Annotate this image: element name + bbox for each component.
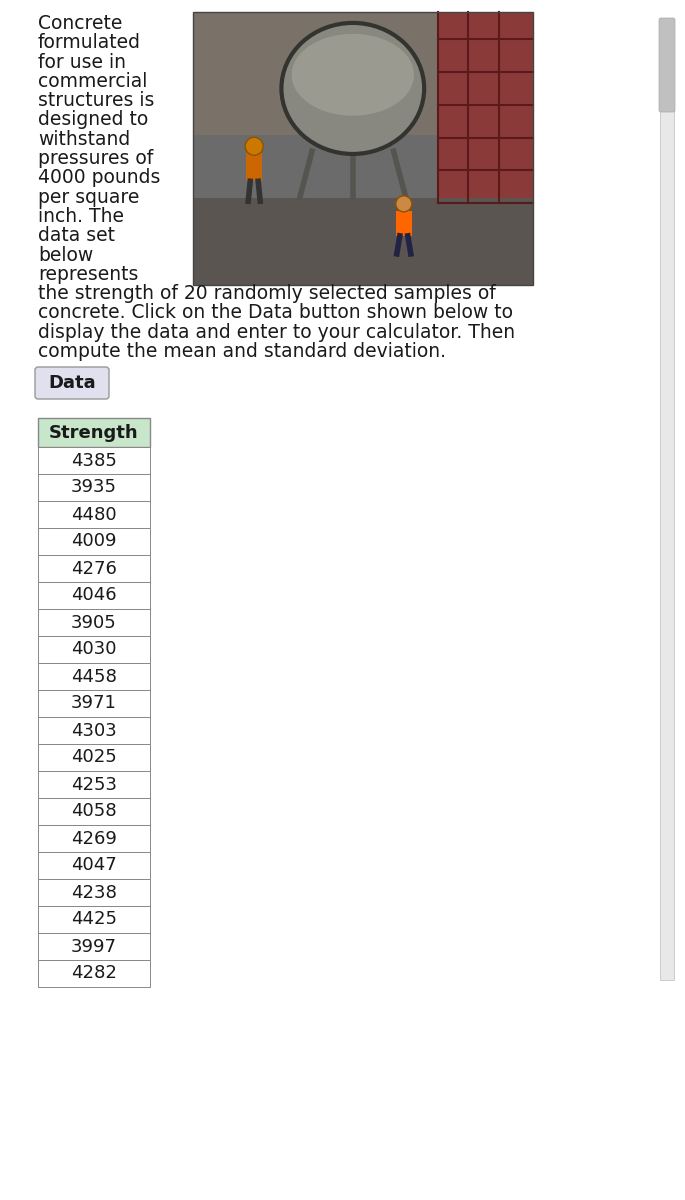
Text: 4046: 4046 [71,587,117,605]
Text: formulated: formulated [38,34,141,53]
Bar [38,446,150,474]
Text: 4385: 4385 [71,451,117,469]
Text: 4025: 4025 [71,749,117,767]
Text: 4030: 4030 [71,641,116,659]
Text: 3971: 3971 [71,695,117,713]
Text: compute the mean and standard deviation.: compute the mean and standard deviation. [38,342,446,361]
Text: for use in: for use in [38,53,126,72]
Bar [396,211,412,236]
Text: 4047: 4047 [71,857,117,875]
Bar [38,690,150,716]
Text: commercial: commercial [38,72,147,91]
Bar [438,12,533,203]
Bar [38,906,150,934]
Bar [38,770,150,798]
Bar [38,608,150,636]
Text: the strength of 20 randomly selected samples of: the strength of 20 randomly selected sam… [38,284,496,304]
Text: designed to: designed to [38,110,148,130]
Text: 4269: 4269 [71,829,117,847]
Text: 4276: 4276 [71,559,117,577]
Text: 4009: 4009 [71,533,116,551]
Text: inch. The: inch. The [38,206,124,226]
Text: 4303: 4303 [71,721,117,739]
Bar [38,744,150,770]
FancyBboxPatch shape [35,367,109,398]
Text: 4425: 4425 [71,911,117,929]
Text: 3905: 3905 [71,613,117,631]
Ellipse shape [292,34,414,115]
Text: display the data and enter to your calculator. Then: display the data and enter to your calcu… [38,323,515,342]
Text: pressures of: pressures of [38,149,153,168]
Text: 3997: 3997 [71,937,117,955]
Text: 4000 pounds: 4000 pounds [38,168,160,187]
Text: Data: Data [48,374,96,392]
Bar [38,662,150,690]
Bar [38,934,150,960]
Text: Concrete: Concrete [38,14,123,32]
Text: 4253: 4253 [71,775,117,793]
Bar [38,852,150,878]
Bar [38,878,150,906]
Bar [38,798,150,826]
Text: per square: per square [38,187,139,206]
Text: concrete. Click on the Data button shown below to: concrete. Click on the Data button shown… [38,304,513,323]
Bar [246,154,262,181]
Bar [38,636,150,662]
Text: 4458: 4458 [71,667,117,685]
Bar [38,474,150,502]
Circle shape [245,137,263,155]
Text: 4282: 4282 [71,965,117,983]
Bar [193,12,533,284]
FancyBboxPatch shape [659,18,675,112]
Text: represents: represents [38,265,138,284]
Bar [193,12,533,134]
Text: 4238: 4238 [71,883,117,901]
Bar [38,528,150,554]
Bar [193,12,533,284]
Bar [38,582,150,608]
Text: structures is: structures is [38,91,154,110]
Text: data set: data set [38,227,115,245]
Text: Strength: Strength [49,424,139,442]
Text: 4480: 4480 [71,505,117,523]
Text: below: below [38,246,93,264]
Bar [38,960,150,986]
Bar [660,20,674,980]
Text: 3935: 3935 [71,479,117,497]
Text: withstand: withstand [38,130,130,149]
Bar [38,716,150,744]
Circle shape [396,196,412,212]
Bar [38,418,150,446]
Ellipse shape [282,23,424,154]
Text: 4058: 4058 [71,803,117,821]
Bar [38,502,150,528]
Bar [38,826,150,852]
Bar [38,554,150,582]
Bar [193,198,533,284]
